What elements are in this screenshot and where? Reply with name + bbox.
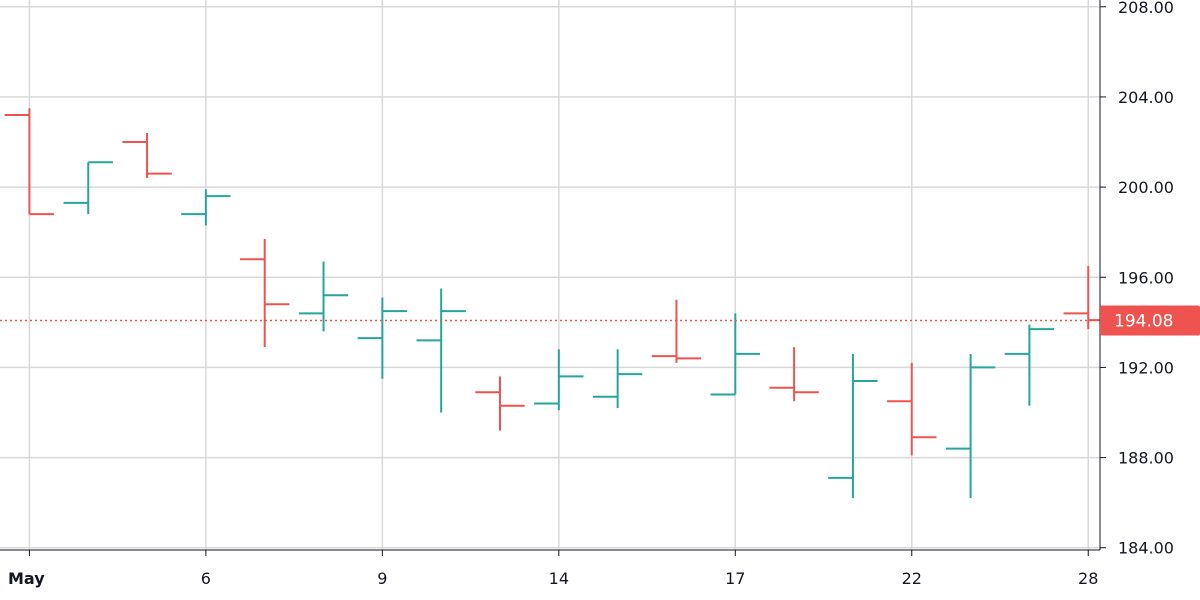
time-axis-background bbox=[0, 550, 1100, 600]
time-axis-ticks: May 6 9 14 17 22 28 bbox=[8, 550, 1098, 588]
time-tick-label: May bbox=[8, 569, 45, 588]
ohlc-bar[interactable] bbox=[945, 353, 996, 499]
ohlc-bar[interactable] bbox=[475, 376, 525, 431]
price-tick-label: 184.00 bbox=[1118, 539, 1174, 558]
ohlc-bar[interactable] bbox=[534, 349, 584, 411]
ohlc-bar[interactable] bbox=[298, 261, 349, 332]
time-tick-label: 22 bbox=[902, 569, 922, 588]
ohlc-bar[interactable] bbox=[63, 161, 113, 215]
price-tick-label: 208.00 bbox=[1118, 0, 1174, 17]
ohlc-bar[interactable] bbox=[710, 313, 760, 396]
ohlc-bar[interactable] bbox=[887, 362, 937, 456]
time-tick-label: 28 bbox=[1078, 569, 1098, 588]
ohlc-bar[interactable] bbox=[240, 238, 290, 348]
ohlc-bar[interactable] bbox=[828, 353, 878, 499]
price-tick-label: 192.00 bbox=[1118, 358, 1174, 377]
price-tick-label: 200.00 bbox=[1118, 178, 1174, 197]
price-axis[interactable]: 184.00 188.00 192.00 196.00 200.00 204.00 208.… bbox=[1099, 0, 1200, 558]
price-tick-label: 196.00 bbox=[1118, 268, 1174, 287]
ohlc-bar[interactable] bbox=[122, 132, 172, 179]
ohlc-bar[interactable] bbox=[651, 299, 702, 363]
price-tick-label: 188.00 bbox=[1118, 449, 1174, 468]
price-bars[interactable] bbox=[4, 108, 1113, 499]
time-tick-label: 6 bbox=[201, 569, 211, 588]
price-axis-background bbox=[1100, 0, 1200, 550]
ohlc-bar[interactable] bbox=[181, 189, 231, 226]
last-price-tag: 194.08 bbox=[1100, 305, 1200, 336]
price-tick-label: 204.00 bbox=[1118, 88, 1174, 107]
ohlc-bar[interactable] bbox=[769, 347, 819, 402]
time-axis[interactable]: May 6 9 14 17 22 28 bbox=[0, 549, 1100, 600]
ohlc-bar[interactable] bbox=[357, 297, 408, 379]
ohlc-bar[interactable] bbox=[416, 288, 466, 413]
time-tick-label: 17 bbox=[725, 569, 745, 588]
last-price-tag-label: 194.08 bbox=[1114, 312, 1173, 332]
ohlc-bar[interactable] bbox=[592, 349, 643, 408]
ohlc-bar[interactable] bbox=[1004, 324, 1055, 406]
price-axis-ticks: 184.00 188.00 192.00 196.00 200.00 204.00 208.… bbox=[1100, 0, 1174, 558]
last-price-tag-background bbox=[1100, 305, 1200, 336]
time-tick-label: 9 bbox=[377, 569, 387, 588]
time-tick-label: 14 bbox=[549, 569, 569, 588]
ohlc-bar[interactable] bbox=[4, 108, 55, 216]
